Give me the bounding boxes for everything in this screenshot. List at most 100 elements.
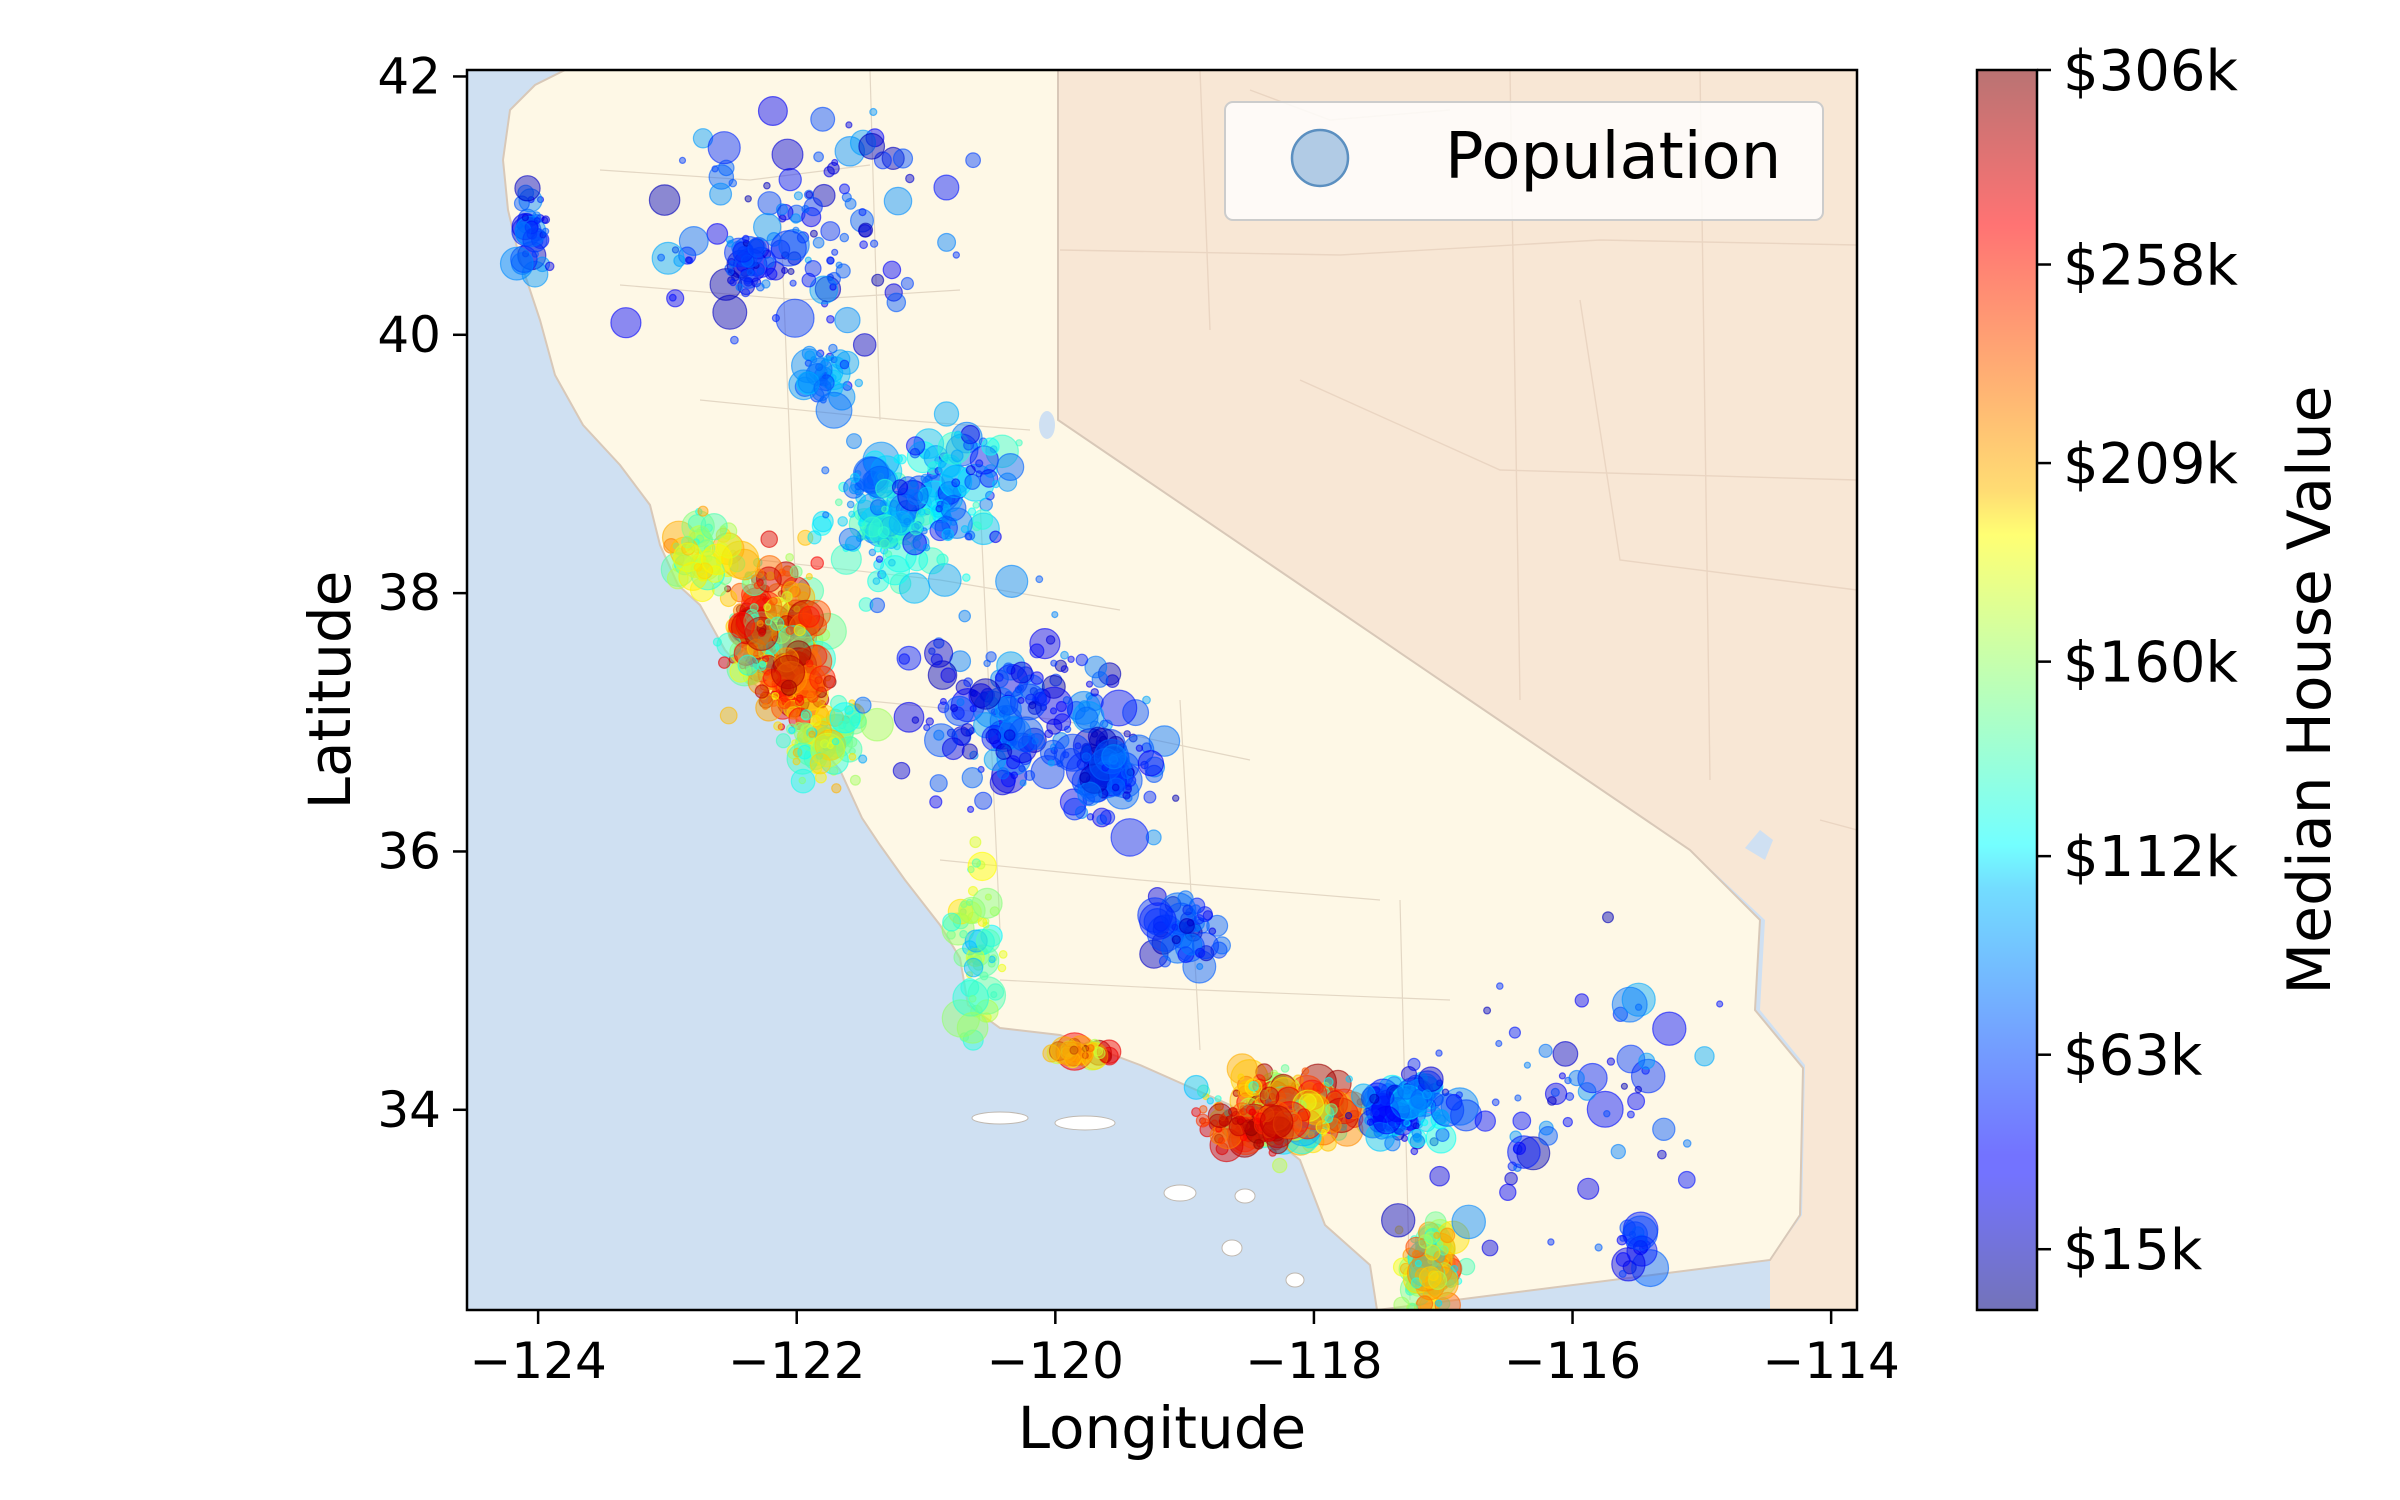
scatter-point	[697, 505, 709, 517]
scatter-point	[854, 696, 872, 714]
scatter-point	[1002, 713, 1011, 722]
scatter-point	[1253, 1138, 1264, 1150]
scatter-point	[1083, 1050, 1093, 1060]
scatter-point	[1084, 655, 1108, 679]
scatter-point	[917, 508, 926, 516]
scatter-point	[1626, 1110, 1635, 1119]
plot-area	[465, 68, 1859, 1312]
scatter-point	[789, 279, 797, 287]
scatter-point	[838, 720, 847, 730]
scatter-point	[1495, 1039, 1503, 1048]
scatter-point	[1090, 687, 1100, 697]
scatter-point	[845, 433, 862, 450]
scatter-point	[906, 489, 924, 506]
scatter-point	[849, 472, 861, 483]
scatter-point	[769, 596, 778, 606]
scatter-point	[1512, 1111, 1532, 1131]
scatter-point	[812, 236, 825, 249]
scatter-point	[835, 263, 851, 279]
scatter-point	[1097, 662, 1122, 686]
scatter-point	[996, 767, 1010, 780]
scatter-point	[1397, 1080, 1417, 1100]
scatter-point	[756, 619, 764, 628]
scatter-point	[1120, 766, 1134, 780]
scatter-point	[1001, 705, 1009, 714]
scatter-point	[819, 739, 830, 749]
scatter-point	[1093, 1046, 1106, 1060]
scatter-point	[892, 761, 911, 780]
scatter-point	[869, 239, 879, 248]
scatter-point	[995, 743, 1013, 760]
legend[interactable]: Population	[1224, 101, 1824, 221]
scatter-point	[815, 391, 853, 429]
scatter-point	[952, 979, 990, 1017]
scatter-point	[965, 465, 976, 476]
scatter-point	[754, 684, 770, 699]
colorbar-tick-label: $160k	[2063, 631, 2239, 696]
scatter-point	[1042, 1044, 1061, 1063]
scatter-point	[741, 234, 750, 243]
scatter-point	[1029, 627, 1061, 660]
scatter-point	[1078, 700, 1091, 713]
scatter-point	[1123, 730, 1131, 738]
scatter-point	[1237, 1073, 1245, 1081]
scatter-point	[1024, 769, 1036, 781]
scatter-point	[1099, 719, 1109, 729]
scatter-point	[1319, 1134, 1337, 1152]
scatter-point	[1270, 1069, 1279, 1077]
scatter-point	[952, 251, 961, 259]
scatter-point	[716, 533, 742, 559]
scatter-point	[746, 638, 767, 659]
scatter-point	[1512, 1141, 1527, 1156]
scatter-point	[805, 659, 814, 668]
scatter-point	[995, 564, 1029, 599]
scatter-point	[975, 470, 983, 478]
scatter-point	[1562, 1116, 1574, 1128]
scatter-points	[499, 95, 1724, 1310]
scatter-point	[929, 795, 943, 809]
scatter-point	[858, 208, 867, 217]
scatter-point	[970, 689, 978, 698]
scatter-point	[927, 563, 962, 597]
scatter-point	[1081, 752, 1092, 762]
scatter-point	[996, 453, 1025, 482]
colorbar-tick-label: $63k	[2063, 1024, 2203, 1089]
scatter-point	[1258, 1106, 1275, 1123]
scatter-point	[1077, 767, 1113, 803]
scatter-point	[1508, 1026, 1522, 1039]
scatter-point	[1075, 653, 1089, 667]
colorbar-gradient	[1977, 70, 2037, 1310]
scatter-point	[1006, 755, 1021, 770]
scatter-point	[940, 667, 956, 683]
scatter-point	[794, 696, 805, 707]
scatter-point	[790, 213, 802, 224]
scatter-point	[1291, 1089, 1325, 1123]
scatter-point	[1369, 1093, 1380, 1105]
scatter-point	[972, 501, 980, 509]
scatter-point	[1055, 700, 1068, 713]
scatter-point	[974, 791, 993, 810]
y-axis: 34 36 38 40 42	[377, 47, 467, 1139]
scatter-point	[809, 612, 847, 650]
scatter-point	[1063, 797, 1086, 821]
scatter-point	[1435, 1127, 1450, 1143]
scatter-point	[756, 267, 765, 276]
scatter-point	[876, 472, 885, 481]
scatter-point	[997, 963, 1007, 973]
scatter-point	[1616, 1234, 1628, 1246]
scatter-point	[1577, 1177, 1600, 1200]
scatter-point	[933, 174, 960, 201]
scatter-point	[1096, 814, 1108, 825]
scatter-point	[1280, 1063, 1290, 1073]
scatter-point	[678, 561, 708, 592]
scatter-point	[758, 629, 766, 637]
scatter-point	[787, 726, 796, 735]
scatter-point	[848, 510, 856, 518]
colorbar-tick-label: $209k	[2063, 432, 2239, 497]
scatter-point	[1209, 1128, 1244, 1163]
scatter-point	[1483, 1006, 1492, 1015]
scatter-point	[777, 696, 791, 710]
scatter-point	[544, 261, 555, 272]
scatter-point	[793, 605, 801, 613]
